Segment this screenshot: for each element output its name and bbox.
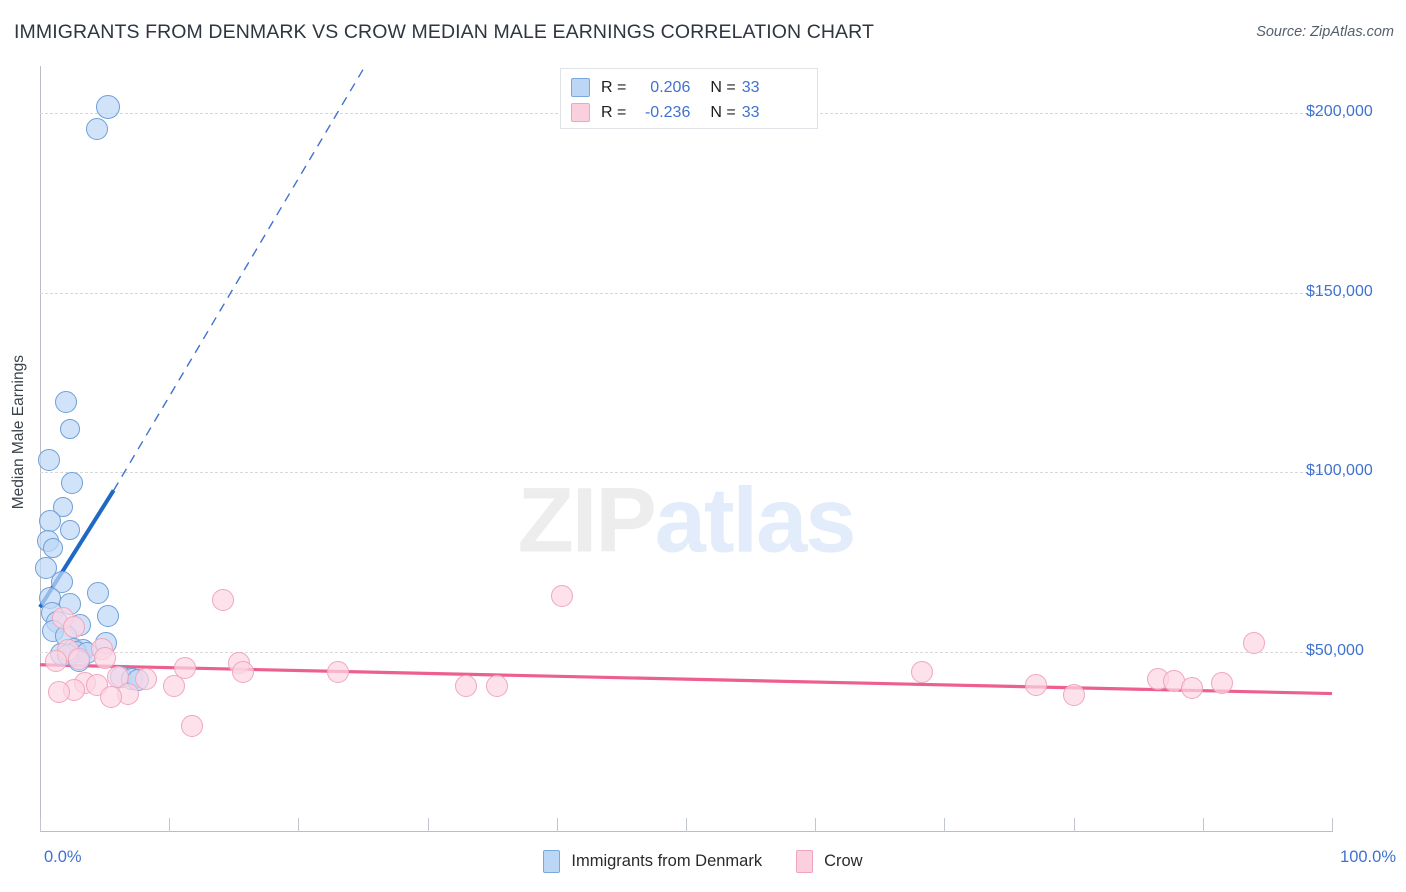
data-point-pink[interactable] xyxy=(62,616,85,638)
series-legend: Immigrants from Denmark Crow xyxy=(0,850,1406,873)
watermark-atlas: atlas xyxy=(654,469,857,572)
data-point-blue[interactable] xyxy=(38,448,61,471)
data-point-pink[interactable] xyxy=(455,675,478,698)
data-point-blue[interactable] xyxy=(59,419,80,440)
y-axis-title: Median Male Earnings xyxy=(10,355,27,510)
data-point-pink[interactable] xyxy=(44,650,67,673)
data-point-pink[interactable] xyxy=(327,660,350,683)
x-axis-tick xyxy=(1073,818,1075,832)
x-axis-tick xyxy=(40,818,41,832)
y-tick-label: $150,000 xyxy=(1306,282,1373,300)
data-point-pink[interactable] xyxy=(181,714,204,737)
legend-item-denmark[interactable]: Immigrants from Denmark xyxy=(543,850,762,873)
r-value-denmark: 0.206 xyxy=(650,78,691,96)
x-axis-tick xyxy=(944,818,946,832)
x-axis-tick xyxy=(1332,818,1333,832)
source-attribution: Source: ZipAtlas.com xyxy=(1256,24,1394,40)
r-label-crow: R = xyxy=(601,103,627,121)
data-point-pink[interactable] xyxy=(1211,671,1234,694)
data-point-pink[interactable] xyxy=(173,657,196,680)
data-point-pink[interactable] xyxy=(100,686,123,709)
data-point-pink[interactable] xyxy=(1062,684,1085,707)
n-label-crow: N = xyxy=(710,103,736,121)
legend-swatch-denmark xyxy=(571,78,590,97)
data-point-blue[interactable] xyxy=(61,472,84,495)
data-point-blue[interactable] xyxy=(85,117,108,140)
x-axis-tick xyxy=(815,818,817,832)
gridline xyxy=(40,472,1333,474)
y-tick-label: $100,000 xyxy=(1306,462,1373,480)
data-point-pink[interactable] xyxy=(911,660,934,683)
data-point-blue[interactable] xyxy=(35,556,58,579)
legend-color-crow-icon xyxy=(796,850,814,873)
data-point-blue[interactable] xyxy=(96,95,121,120)
y-tick-label: $50,000 xyxy=(1306,642,1364,660)
r-value-crow: -0.236 xyxy=(644,103,691,121)
legend-color-denmark-icon xyxy=(543,850,561,873)
page-title: IMMIGRANTS FROM DENMARK VS CROW MEDIAN M… xyxy=(14,21,875,43)
data-point-pink[interactable] xyxy=(550,585,573,608)
x-axis-tick xyxy=(1202,818,1204,832)
x-axis-min-label: 0.0% xyxy=(44,848,82,866)
r-label-denmark: R = xyxy=(601,78,627,96)
data-point-pink[interactable] xyxy=(1181,677,1204,700)
watermark-zip: ZIP xyxy=(517,469,657,572)
data-point-pink[interactable] xyxy=(163,675,186,698)
data-point-blue[interactable] xyxy=(87,581,110,604)
x-axis-tick xyxy=(169,818,171,832)
data-point-blue[interactable] xyxy=(50,571,73,594)
data-point-blue[interactable] xyxy=(39,509,62,532)
gridline xyxy=(40,292,1333,294)
data-point-blue[interactable] xyxy=(59,519,80,540)
x-axis-tick xyxy=(686,818,687,832)
data-point-pink[interactable] xyxy=(48,680,71,703)
x-axis-max-label: 100.0% xyxy=(1340,848,1396,866)
plot-area: ZIPatlas xyxy=(35,66,1333,832)
legend-label-denmark: Immigrants from Denmark xyxy=(571,852,763,870)
data-point-blue[interactable] xyxy=(54,391,77,414)
n-value-crow: 33 xyxy=(741,103,760,121)
legend-swatch-crow xyxy=(571,103,590,122)
data-point-pink[interactable] xyxy=(231,660,254,683)
y-tick-label: $200,000 xyxy=(1306,102,1373,120)
stats-row-denmark: R = 0.206 N = 33 xyxy=(571,75,807,100)
gridline xyxy=(40,652,1333,654)
data-point-pink[interactable] xyxy=(212,589,235,612)
data-point-blue[interactable] xyxy=(97,605,120,628)
x-axis-tick xyxy=(427,818,429,832)
watermark: ZIPatlas xyxy=(517,469,857,574)
data-point-blue[interactable] xyxy=(53,496,74,517)
data-point-pink[interactable] xyxy=(93,646,116,669)
stats-row-crow: R = -0.236 N = 33 xyxy=(571,100,807,125)
x-axis-tick xyxy=(298,818,300,832)
legend-item-crow[interactable]: Crow xyxy=(796,850,863,873)
n-label-denmark: N = xyxy=(710,78,736,96)
data-point-pink[interactable] xyxy=(67,648,90,671)
legend-label-crow: Crow xyxy=(824,852,863,870)
x-axis-tick xyxy=(556,818,558,832)
data-point-pink[interactable] xyxy=(486,674,509,697)
correlation-stats-legend: R = 0.206 N = 33 R = -0.236 N = 33 xyxy=(560,68,818,129)
data-point-blue[interactable] xyxy=(42,537,63,558)
data-point-pink[interactable] xyxy=(1025,673,1048,696)
plot-frame xyxy=(40,66,1332,832)
data-point-pink[interactable] xyxy=(1243,632,1266,655)
data-point-pink[interactable] xyxy=(134,668,157,691)
n-value-denmark: 33 xyxy=(741,78,760,96)
